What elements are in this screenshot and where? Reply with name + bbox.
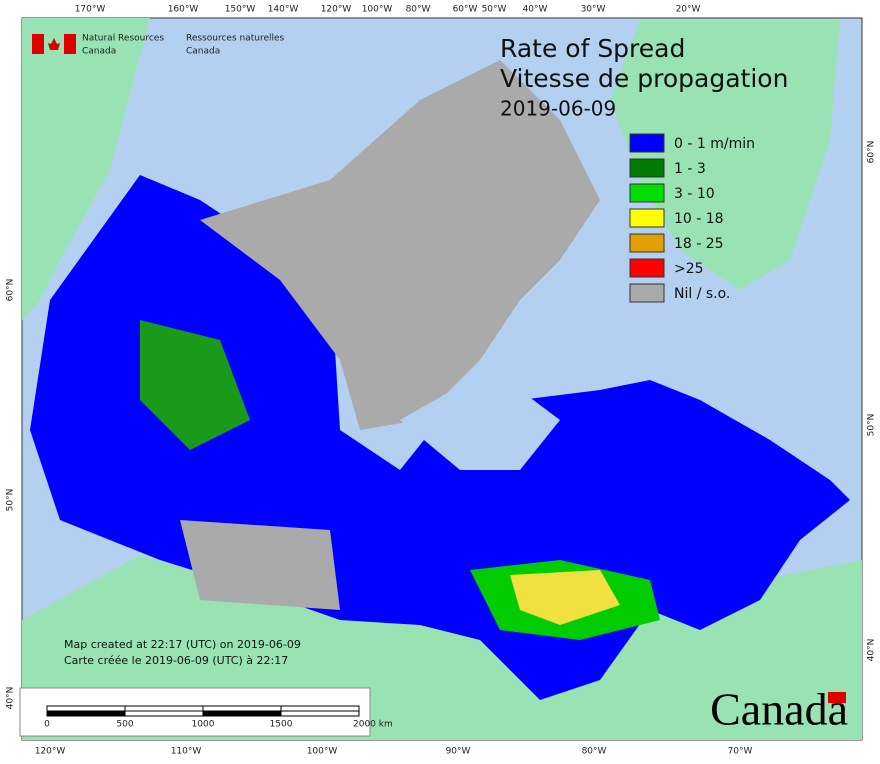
title: Rate of Spread [500, 34, 685, 63]
scale-segment [46, 710, 126, 717]
legend-swatch [629, 183, 665, 203]
scale-bar: 0 500 1000 1500 2000 km [19, 687, 393, 737]
longitude-label: 30°W [581, 5, 606, 15]
flag-bar [64, 34, 76, 54]
legend: 0 - 1 m/min 1 - 3 3 - 10 10 - 18 18 - 25 >25 N… [629, 133, 755, 303]
longitude-label: 80°W [406, 5, 431, 15]
prairie-nil [180, 520, 340, 610]
scale-segment [202, 705, 282, 712]
greenland [610, 20, 840, 290]
legend-label: >25 [674, 261, 704, 277]
wordmark: Canada [710, 684, 848, 735]
legend-swatch [629, 233, 665, 253]
alaska-russia [22, 18, 150, 320]
note: Carte créée le 2019-06-09 (UTC) à 22:17 [64, 654, 288, 667]
legend-label: 10 - 18 [674, 211, 724, 227]
longitude-label: 40°W [523, 5, 548, 15]
longitude-label: 120°W [35, 747, 66, 757]
longitude-label: 100°W [307, 747, 338, 757]
agency-en: Canada [82, 47, 116, 57]
longitude-label: 50°W [482, 5, 507, 15]
note: Map created at 22:17 (UTC) on 2019-06-09 [64, 638, 301, 651]
longitude-label: 90°W [446, 747, 471, 757]
latitude-label: 60°N [867, 141, 877, 164]
longitude-label: 160°W [168, 5, 199, 15]
hudson-bay [400, 380, 560, 470]
latitude-label: 50°N [6, 489, 16, 512]
latitude-label: 40°N [867, 639, 877, 662]
legend-label: 3 - 10 [674, 186, 715, 202]
graticule: 170°W 160°W 150°W 140°W 120°W 100°W 80°W 60°W 50… [6, 5, 877, 757]
flag-bar [32, 34, 44, 54]
longitude-label: 80°W [582, 747, 607, 757]
longitude-label: 150°W [225, 5, 256, 15]
agency-fr: Ressources naturelles [186, 34, 285, 44]
scale-segment [124, 710, 204, 717]
wordmark-flag [828, 692, 846, 703]
scale-label: 1000 [192, 720, 215, 730]
longitude-label: 170°W [75, 5, 106, 15]
legend-swatch [629, 283, 665, 303]
longitude-label: 100°W [362, 5, 393, 15]
scale-label: 1500 [270, 720, 293, 730]
latitude-label: 40°N [6, 687, 16, 710]
latitude-label: 60°N [6, 279, 16, 302]
longitude-label: 110°W [171, 747, 202, 757]
latitude-label: 50°N [867, 414, 877, 437]
longitude-label: 60°W [453, 5, 478, 15]
title: Vitesse de propagation [500, 64, 788, 93]
agency-en: Natural Resources [82, 34, 164, 44]
nwt-green [140, 320, 250, 450]
legend-label: Nil / s.o. [674, 286, 730, 302]
legend-label: 0 - 1 m/min [674, 136, 755, 152]
scale-label: 0 [44, 720, 50, 730]
maple-leaf [48, 38, 60, 50]
ontario-yellow [510, 570, 620, 625]
agency: Natural Resources Canada Ressources natu… [32, 34, 285, 57]
legend-label: 1 - 3 [674, 161, 706, 177]
scale-segment [280, 705, 360, 712]
legend-swatch [629, 158, 665, 178]
scale-label: 2000 km [353, 720, 393, 730]
legend-label: 18 - 25 [674, 236, 724, 252]
longitude-label: 20°W [676, 5, 701, 15]
scale-segment [46, 705, 126, 712]
legend-swatch [629, 133, 665, 153]
land [22, 18, 862, 740]
legend-swatch [629, 258, 665, 278]
longitude-label: 140°W [268, 5, 299, 15]
scale-label: 500 [116, 720, 133, 730]
scale-segment [280, 710, 360, 717]
scale-segment [202, 710, 282, 717]
legend-swatch [629, 208, 665, 228]
scale-segment [124, 705, 204, 712]
longitude-label: 70°W [728, 747, 753, 757]
longitude-label: 120°W [321, 5, 352, 15]
date: 2019-06-09 [500, 97, 616, 121]
agency-fr: Canada [186, 47, 220, 57]
arctic-islands [200, 60, 600, 430]
